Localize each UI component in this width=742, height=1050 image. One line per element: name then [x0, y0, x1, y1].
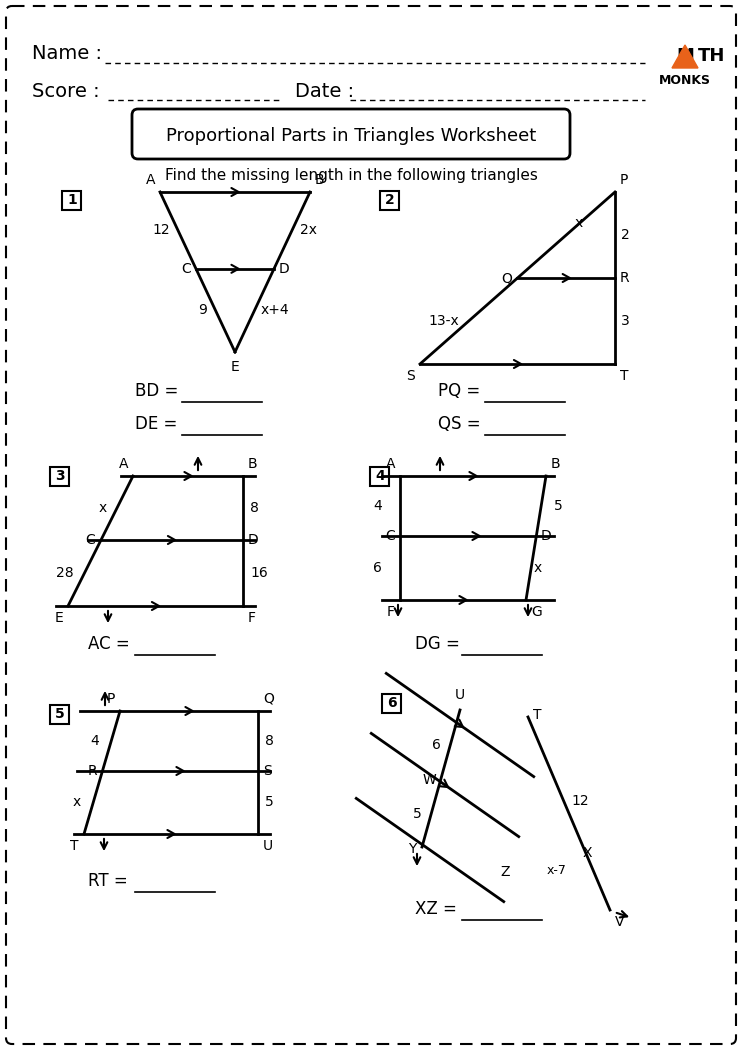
Text: PQ =: PQ =: [438, 382, 485, 400]
FancyBboxPatch shape: [6, 6, 736, 1044]
Text: R: R: [620, 271, 630, 285]
Text: F: F: [248, 611, 256, 625]
Text: MONKS: MONKS: [659, 74, 711, 87]
FancyBboxPatch shape: [381, 190, 399, 210]
Text: C: C: [181, 261, 191, 276]
Text: Z: Z: [500, 865, 510, 879]
Text: 9: 9: [199, 303, 208, 317]
Text: E: E: [231, 360, 240, 374]
Text: x: x: [98, 501, 107, 514]
FancyBboxPatch shape: [50, 705, 70, 723]
Text: Q: Q: [263, 692, 274, 706]
Polygon shape: [672, 45, 698, 68]
Text: BD =: BD =: [135, 382, 183, 400]
FancyBboxPatch shape: [382, 693, 401, 713]
Text: 28: 28: [56, 566, 74, 580]
Text: Date :: Date :: [295, 82, 354, 101]
Text: A: A: [145, 173, 155, 187]
Text: RT =: RT =: [88, 872, 133, 890]
Text: QS =: QS =: [438, 415, 486, 433]
Text: 12: 12: [152, 224, 170, 237]
Text: Name :: Name :: [32, 44, 102, 63]
Text: P: P: [620, 173, 628, 187]
Text: E: E: [54, 611, 63, 625]
Text: 1: 1: [67, 193, 77, 207]
Text: T: T: [70, 839, 79, 853]
Text: 6: 6: [432, 738, 441, 752]
Text: 8: 8: [250, 501, 259, 514]
Text: 5: 5: [554, 499, 562, 513]
Text: B: B: [315, 173, 324, 187]
Text: G: G: [531, 605, 542, 620]
FancyBboxPatch shape: [50, 466, 70, 485]
Text: 12: 12: [571, 794, 588, 808]
Text: 5: 5: [55, 707, 65, 721]
Text: C: C: [85, 533, 95, 547]
Text: 2: 2: [385, 193, 395, 207]
Text: x: x: [574, 216, 582, 230]
Text: D: D: [541, 529, 552, 543]
Text: 4: 4: [373, 499, 382, 513]
Text: XZ =: XZ =: [415, 900, 462, 918]
Text: U: U: [263, 839, 273, 853]
Text: M: M: [676, 47, 694, 65]
Text: V: V: [615, 915, 625, 929]
FancyBboxPatch shape: [132, 109, 570, 159]
Text: D: D: [248, 533, 259, 547]
Text: F: F: [387, 605, 395, 620]
Text: S: S: [407, 369, 415, 383]
Text: T: T: [533, 708, 542, 722]
Text: D: D: [279, 261, 289, 276]
Text: A: A: [119, 457, 128, 471]
Text: 3: 3: [621, 314, 630, 328]
Text: AC =: AC =: [88, 635, 135, 653]
Text: P: P: [107, 692, 115, 706]
Text: 16: 16: [250, 566, 268, 580]
Text: 8: 8: [265, 734, 274, 748]
Text: U: U: [455, 688, 465, 702]
Text: 4: 4: [375, 469, 385, 483]
Text: T: T: [620, 369, 628, 383]
Text: x: x: [534, 561, 542, 575]
Text: Find the missing length in the following triangles: Find the missing length in the following…: [165, 168, 537, 183]
Text: B: B: [551, 457, 561, 471]
Text: 5: 5: [413, 806, 422, 820]
Text: DE =: DE =: [135, 415, 183, 433]
Text: 2x: 2x: [300, 224, 317, 237]
Text: X: X: [583, 846, 593, 860]
Text: Score :: Score :: [32, 82, 99, 101]
Text: C: C: [385, 529, 395, 543]
Text: TH: TH: [698, 47, 726, 65]
Text: B: B: [248, 457, 257, 471]
Text: 13-x: 13-x: [428, 314, 459, 328]
Text: x: x: [73, 796, 81, 810]
Text: 2: 2: [621, 228, 630, 242]
Text: R: R: [88, 764, 97, 778]
Text: x+4: x+4: [260, 303, 289, 317]
Text: Proportional Parts in Triangles Worksheet: Proportional Parts in Triangles Workshee…: [166, 127, 536, 145]
Text: 5: 5: [265, 796, 274, 810]
Text: A: A: [386, 457, 395, 471]
FancyBboxPatch shape: [62, 190, 82, 210]
Text: S: S: [263, 764, 272, 778]
Text: Q: Q: [502, 271, 513, 285]
Text: DG =: DG =: [415, 635, 465, 653]
Text: 3: 3: [55, 469, 65, 483]
Text: 4: 4: [91, 734, 99, 748]
Text: 6: 6: [387, 696, 397, 710]
Text: 6: 6: [373, 561, 382, 575]
Text: x-7: x-7: [547, 864, 566, 877]
Text: Y: Y: [407, 842, 416, 856]
FancyBboxPatch shape: [370, 466, 390, 485]
Text: W: W: [422, 773, 436, 788]
